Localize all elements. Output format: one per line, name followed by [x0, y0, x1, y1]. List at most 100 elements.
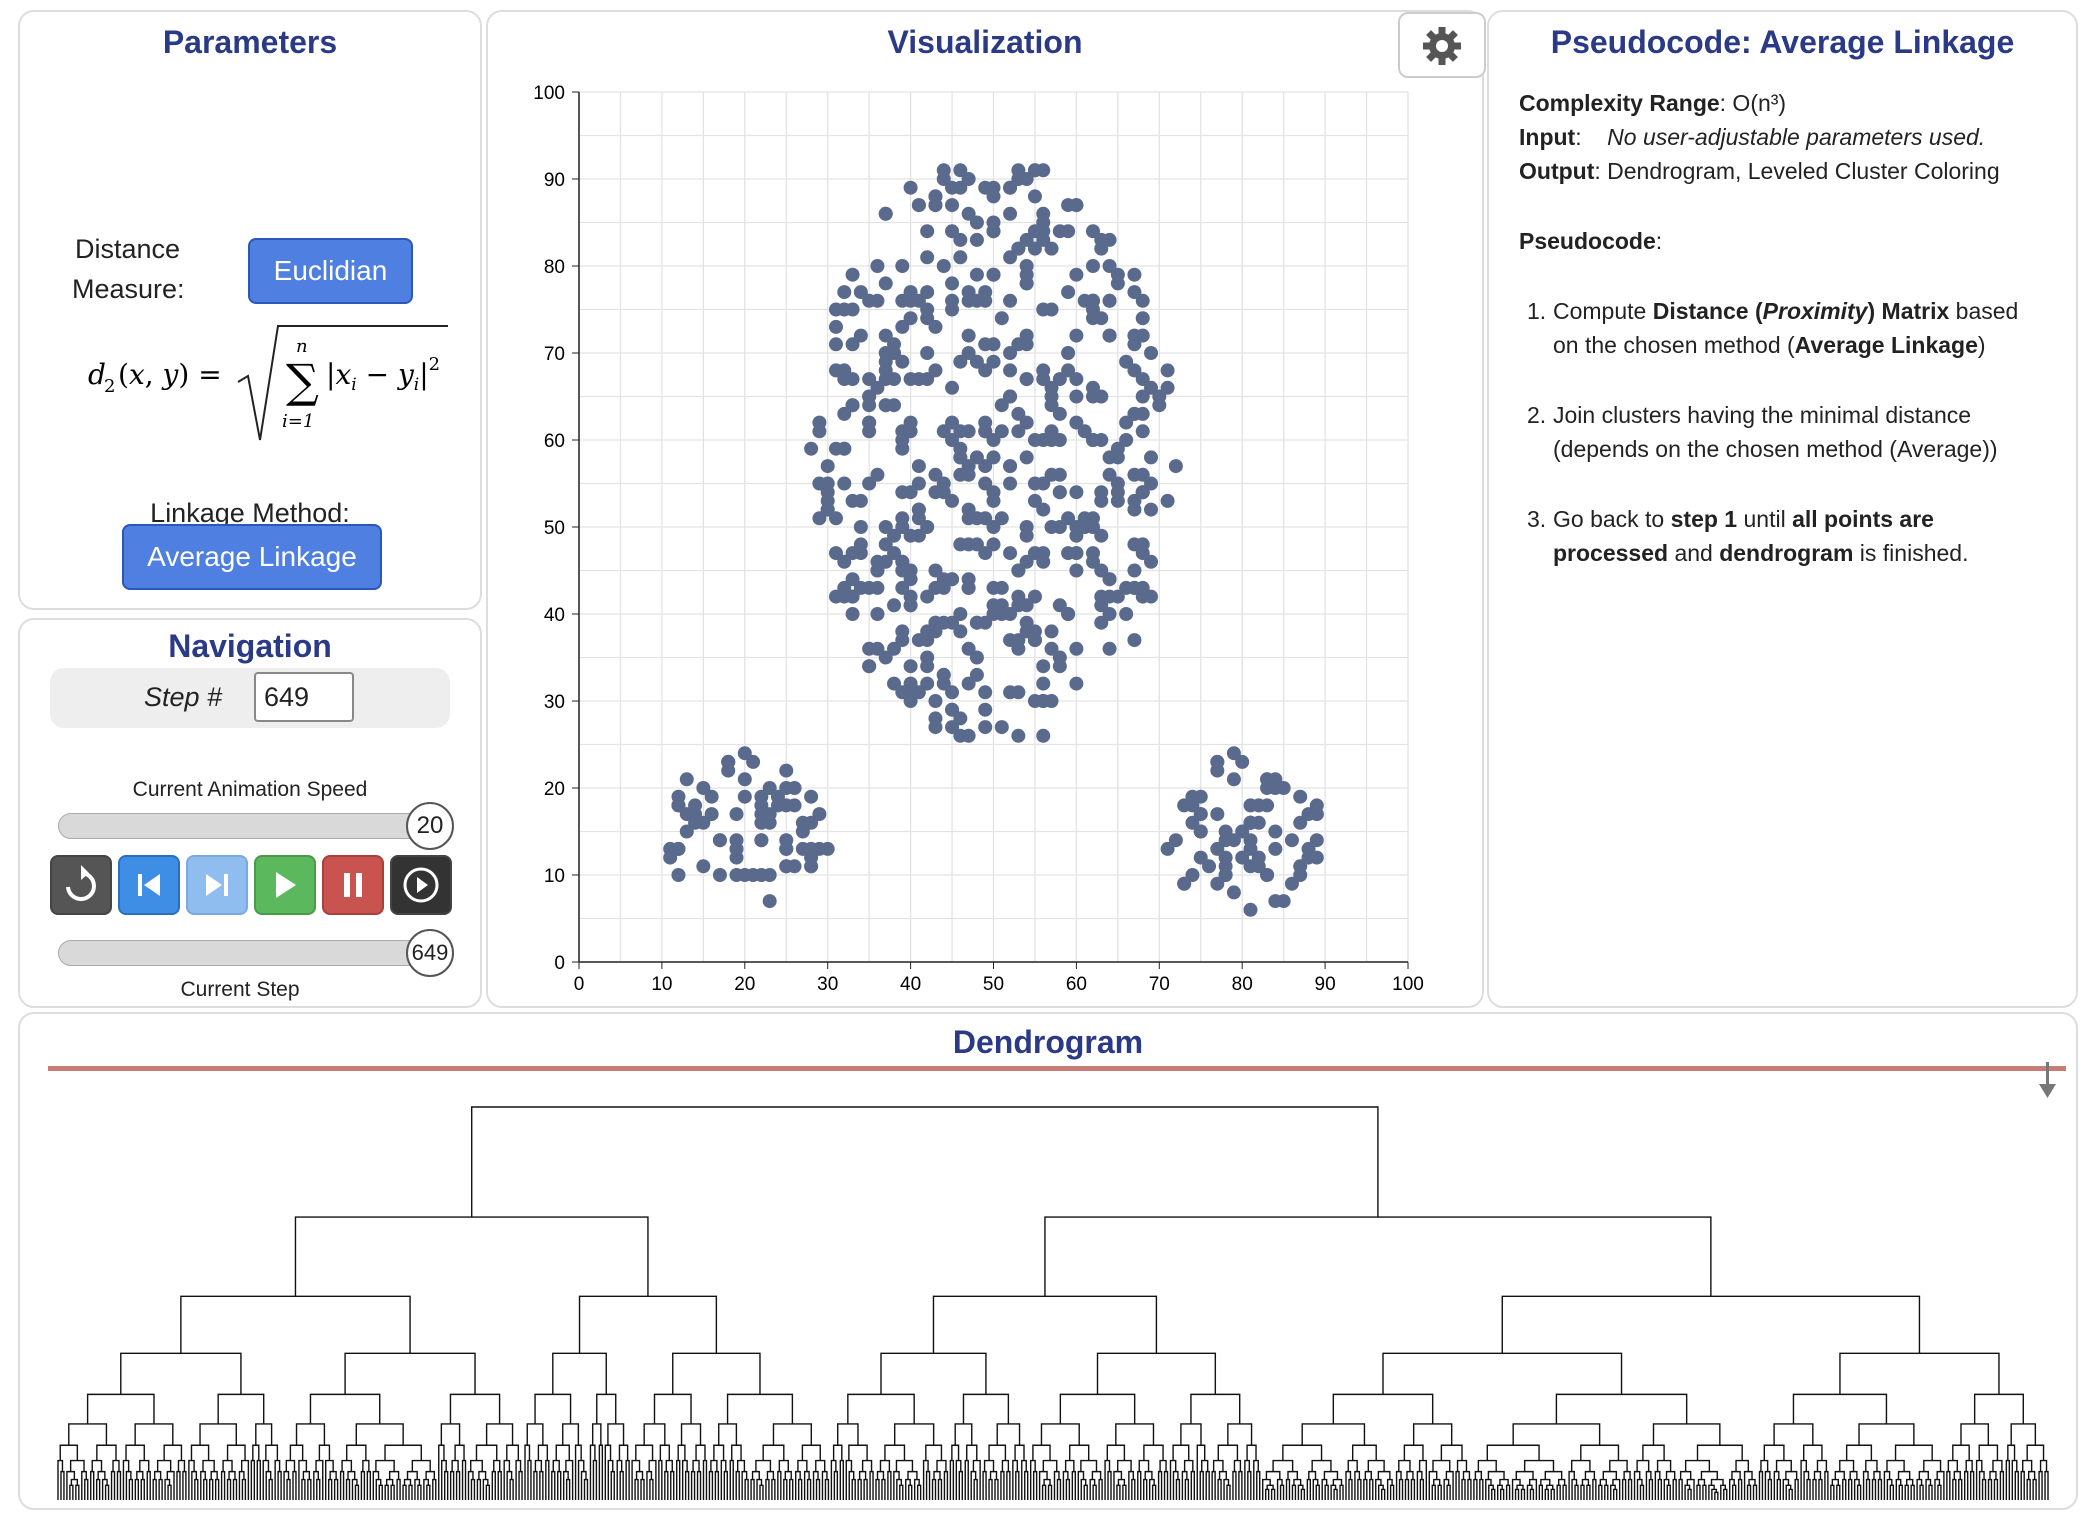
- dendrogram-link: [1012, 1459, 1019, 1500]
- data-point: [936, 424, 951, 439]
- step-3-number: 3.: [1527, 506, 1547, 532]
- dendrogram-link: [1918, 1470, 1929, 1480]
- dendrogram-link: [226, 1478, 232, 1500]
- data-point: [895, 259, 910, 273]
- dendrogram-link: [1836, 1484, 1841, 1500]
- dendrogram-link: [1122, 1484, 1127, 1500]
- dendrogram-link: [1380, 1488, 1386, 1500]
- cut-line-arrow-icon[interactable]: [2036, 1062, 2060, 1102]
- dendrogram-link: [777, 1470, 782, 1500]
- step-input[interactable]: 649: [254, 672, 354, 722]
- distance-measure-label-2: Measure:: [72, 274, 185, 304]
- dendrogram-link: [440, 1423, 461, 1446]
- dendrogram-link: [983, 1459, 995, 1472]
- dendrogram-link: [158, 1478, 163, 1500]
- linkage-method-button[interactable]: Average Linkage: [122, 524, 382, 590]
- dendrogram-link: [1760, 1459, 1769, 1472]
- speed-slider-knob[interactable]: 20: [406, 802, 454, 850]
- data-point: [928, 467, 943, 482]
- step-slider-knob[interactable]: 649: [406, 929, 454, 977]
- data-point: [986, 598, 1001, 613]
- step-label: Step #: [144, 682, 223, 712]
- x-tick-label: 90: [1315, 974, 1336, 995]
- data-point: [1284, 833, 1299, 848]
- dendrogram-link: [1958, 1478, 1963, 1500]
- dendrogram-link: [1723, 1488, 1728, 1500]
- dendrogram-link: [1556, 1484, 1561, 1500]
- dendrogram-link: [1886, 1478, 1893, 1500]
- dendrogram-link: [366, 1470, 372, 1500]
- dendrogram-link: [670, 1470, 675, 1500]
- distance-measure-button[interactable]: Euclidian: [248, 238, 413, 304]
- data-point: [945, 720, 960, 735]
- dendrogram-link: [524, 1444, 531, 1500]
- data-point: [1052, 485, 1067, 500]
- step-forward-button[interactable]: [186, 855, 248, 915]
- data-point: [853, 328, 868, 343]
- dendrogram-link: [134, 1423, 174, 1446]
- dendrogram-link: [285, 1459, 296, 1472]
- data-point: [1218, 868, 1233, 882]
- data-point: [737, 789, 752, 804]
- dendrogram-link: [1300, 1488, 1306, 1500]
- data-point: [1135, 546, 1150, 561]
- dendrogram-link: [1702, 1484, 1707, 1500]
- restart-button[interactable]: [50, 855, 112, 915]
- data-point: [1110, 493, 1125, 508]
- dendrogram-link: [751, 1470, 760, 1480]
- dendrogram-link: [933, 1470, 941, 1480]
- dendrogram-link: [116, 1470, 122, 1500]
- dendrogram-link: [1871, 1478, 1877, 1500]
- dendrogram-link: [360, 1470, 366, 1500]
- data-point: [1135, 328, 1150, 343]
- play-button[interactable]: [254, 855, 316, 915]
- dendrogram-link: [1080, 1478, 1087, 1500]
- dendrogram-link: [1684, 1459, 1711, 1472]
- data-point: [903, 424, 918, 439]
- svg-text:∑: ∑: [286, 354, 319, 408]
- y-tick-label: 90: [544, 170, 565, 191]
- dendrogram-link: [128, 1478, 134, 1500]
- x-tick-label: 80: [1232, 974, 1253, 995]
- dendrogram-link: [848, 1470, 855, 1500]
- dendrogram-link: [1491, 1488, 1496, 1500]
- step-back-button[interactable]: [118, 855, 180, 915]
- data-point: [1144, 502, 1159, 517]
- data-point: [1276, 894, 1291, 909]
- dendrogram-link: [1218, 1470, 1227, 1480]
- dendrogram-link: [1978, 1470, 1985, 1500]
- data-point: [1135, 589, 1150, 604]
- speed-slider[interactable]: [58, 813, 428, 839]
- data-point: [1193, 850, 1208, 865]
- y-tick-label: 30: [544, 692, 565, 713]
- euclidean-formula: d 2 (x, y) = ∑ n i=1 |xi − yi|2: [88, 325, 448, 441]
- data-point: [679, 824, 694, 839]
- data-point: [978, 476, 993, 491]
- auto-play-button[interactable]: [390, 855, 452, 915]
- step-slider[interactable]: [58, 940, 428, 966]
- parameters-title: Parameters: [162, 24, 338, 60]
- pause-button[interactable]: [322, 855, 384, 915]
- dendrogram-cut-line[interactable]: [48, 1066, 2066, 1071]
- step-1-text: Compute Distance (Proximity) Matrix base…: [1553, 294, 2073, 362]
- dendrogram-link: [643, 1423, 666, 1446]
- dendrogram-link: [182, 1470, 187, 1500]
- data-point: [870, 607, 885, 621]
- dendrogram-link: [989, 1470, 998, 1480]
- dendrogram-link: [1056, 1478, 1062, 1500]
- dendrogram-link: [1839, 1352, 2000, 1395]
- settings-button[interactable]: [1398, 12, 1486, 78]
- data-point: [746, 754, 761, 769]
- dendrogram-link: [1330, 1484, 1337, 1500]
- dendrogram-link: [1873, 1470, 1881, 1480]
- dendrogram-link: [815, 1459, 826, 1472]
- dendrogram-link: [772, 1423, 813, 1446]
- dendrogram-link: [766, 1470, 775, 1480]
- input-line: Input: No user-adjustable parameters use…: [1519, 120, 1985, 154]
- data-point: [928, 694, 943, 708]
- data-point: [1193, 824, 1208, 839]
- y-tick-label: 60: [544, 431, 565, 452]
- dendrogram-link: [887, 1470, 892, 1500]
- data-point: [1144, 554, 1159, 569]
- data-point: [1160, 380, 1175, 395]
